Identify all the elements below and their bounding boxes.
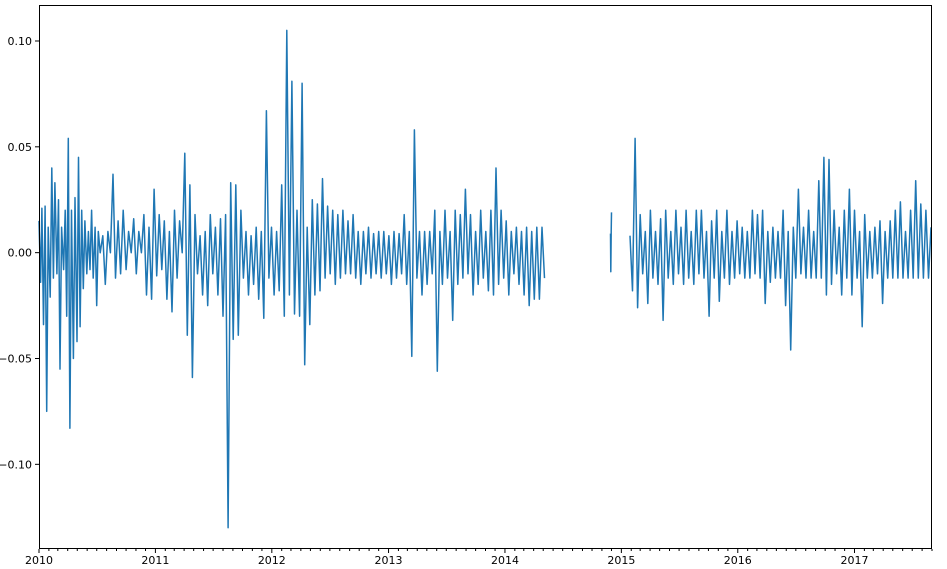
y-tick-label: 0.00 — [8, 247, 33, 260]
x-tick-label: 2014 — [491, 554, 519, 567]
series-layer — [38, 29, 932, 529]
x-tick-label: 2013 — [375, 554, 403, 567]
x-tick-label: 2017 — [841, 554, 869, 567]
y-tick-label: −0.10 — [0, 458, 32, 471]
x-tick-label: 2015 — [607, 554, 635, 567]
x-axis: 2010 2011 2012 2013 2014 2015 2016 2017 — [25, 549, 933, 567]
y-axis: 0.10 0.05 0.00 −0.05 −0.10 — [0, 35, 39, 471]
x-tick-label: 2012 — [258, 554, 286, 567]
y-tick-label: −0.05 — [0, 352, 32, 365]
y-tick-label: 0.05 — [8, 141, 33, 154]
series-line-segment-1 — [38, 29, 546, 529]
y-tick-label: 0.10 — [8, 35, 33, 48]
x-tick-label: 2016 — [724, 554, 752, 567]
x-tick-label: 2011 — [141, 554, 169, 567]
series-line-segment-2 — [609, 212, 613, 273]
plot-frame — [39, 5, 932, 549]
series-line-segment-3 — [629, 137, 932, 351]
x-tick-label: 2010 — [25, 554, 53, 567]
